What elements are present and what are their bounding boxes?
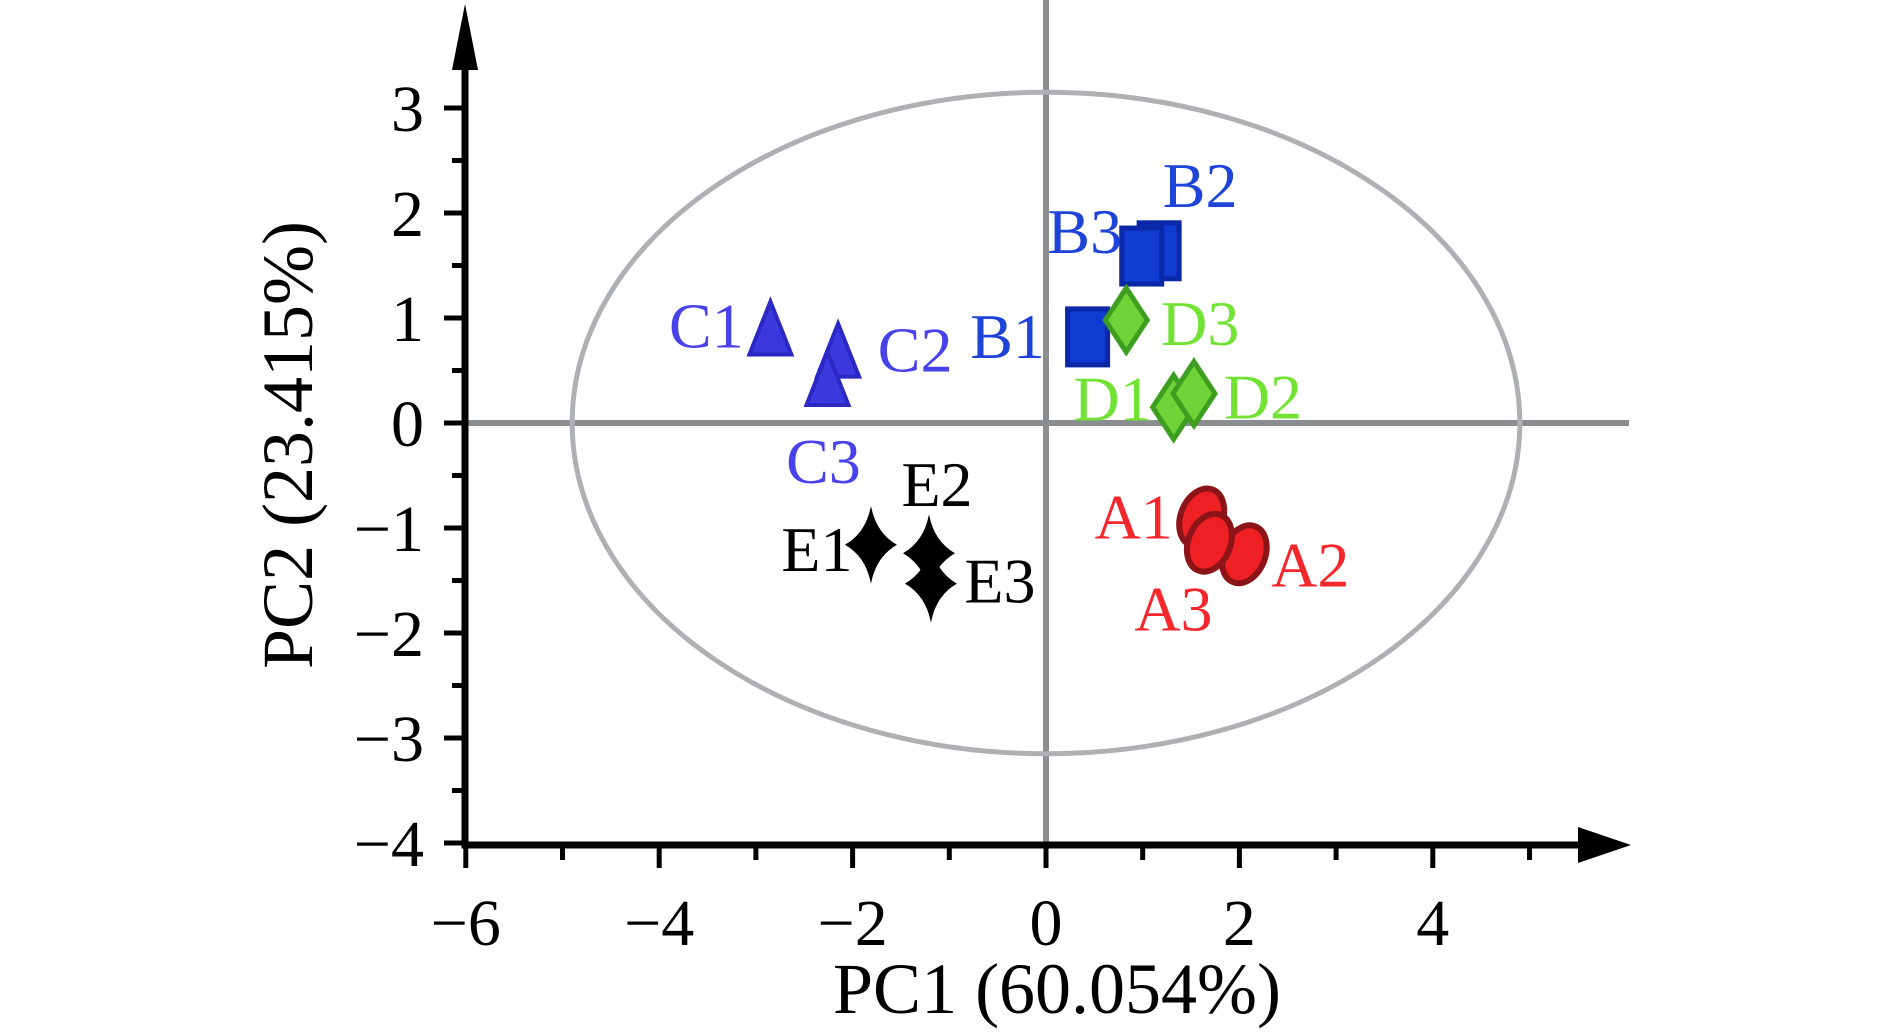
point-label-E2: E2 <box>901 449 972 520</box>
point-label-B1: B1 <box>970 301 1045 372</box>
y-tick-label: −3 <box>354 703 424 776</box>
y-tick-label: 3 <box>391 73 424 146</box>
y-tick-label: 1 <box>391 283 424 356</box>
x-axis-arrow-icon <box>1578 827 1631 863</box>
y-tick-label: 0 <box>391 388 424 461</box>
triangle-marker-icon <box>746 296 795 357</box>
y-tick-label: 2 <box>391 178 424 251</box>
confidence-ellipse <box>569 89 1523 757</box>
x-tick-label: 4 <box>1416 887 1449 960</box>
data-point-B1 <box>1065 306 1111 368</box>
point-label-D1: D1 <box>1074 363 1152 434</box>
point-label-B3: B3 <box>1047 196 1122 267</box>
data-markers-layer <box>746 220 1270 623</box>
x-tick-label: 2 <box>1223 887 1256 960</box>
data-point-B3 <box>1119 225 1165 287</box>
four-point-star-marker-icon <box>844 505 897 584</box>
grid-layer <box>465 0 1629 843</box>
axes-layer <box>452 4 1631 863</box>
point-label-A1: A1 <box>1095 482 1173 553</box>
point-label-E3: E3 <box>964 546 1035 617</box>
ticks-layer <box>444 105 1532 868</box>
data-point-A3 <box>1183 510 1235 575</box>
y-axis-arrow-icon <box>452 4 478 70</box>
x-tick-label: −4 <box>624 887 694 960</box>
point-label-C2: C2 <box>878 315 953 386</box>
triangle-marker-icon <box>803 346 852 407</box>
y-tick-label: −4 <box>354 808 424 881</box>
point-label-C3: C3 <box>786 426 861 497</box>
data-point-E1 <box>844 505 897 584</box>
y-tick-label: −1 <box>354 493 424 566</box>
diamond-marker-icon <box>1169 357 1218 431</box>
square-marker-icon <box>1065 306 1111 368</box>
point-label-A2: A2 <box>1271 529 1349 600</box>
diamond-marker-icon <box>1102 283 1151 357</box>
point-label-B2: B2 <box>1163 150 1238 221</box>
x-tick-label: 0 <box>1030 887 1063 960</box>
point-label-C1: C1 <box>669 291 744 362</box>
point-label-D2: D2 <box>1224 362 1302 433</box>
point-label-D3: D3 <box>1161 288 1239 359</box>
point-label-E1: E1 <box>781 514 852 585</box>
square-marker-icon <box>1119 225 1165 287</box>
x-tick-label: −2 <box>817 887 887 960</box>
y-tick-label: −2 <box>354 598 424 671</box>
data-point-D3 <box>1102 283 1151 357</box>
y-axis-title: PC2 (23.415%) <box>248 221 328 669</box>
point-label-A3: A3 <box>1134 574 1212 645</box>
data-point-D2 <box>1169 357 1218 431</box>
x-tick-label: −6 <box>431 887 501 960</box>
data-point-C1 <box>746 296 795 357</box>
data-point-E3 <box>904 544 957 623</box>
four-point-star-marker-icon <box>904 544 957 623</box>
x-axis-title: PC1 (60.054%) <box>833 949 1281 1029</box>
data-point-C3 <box>803 346 852 407</box>
oval-marker-icon <box>1183 510 1235 575</box>
